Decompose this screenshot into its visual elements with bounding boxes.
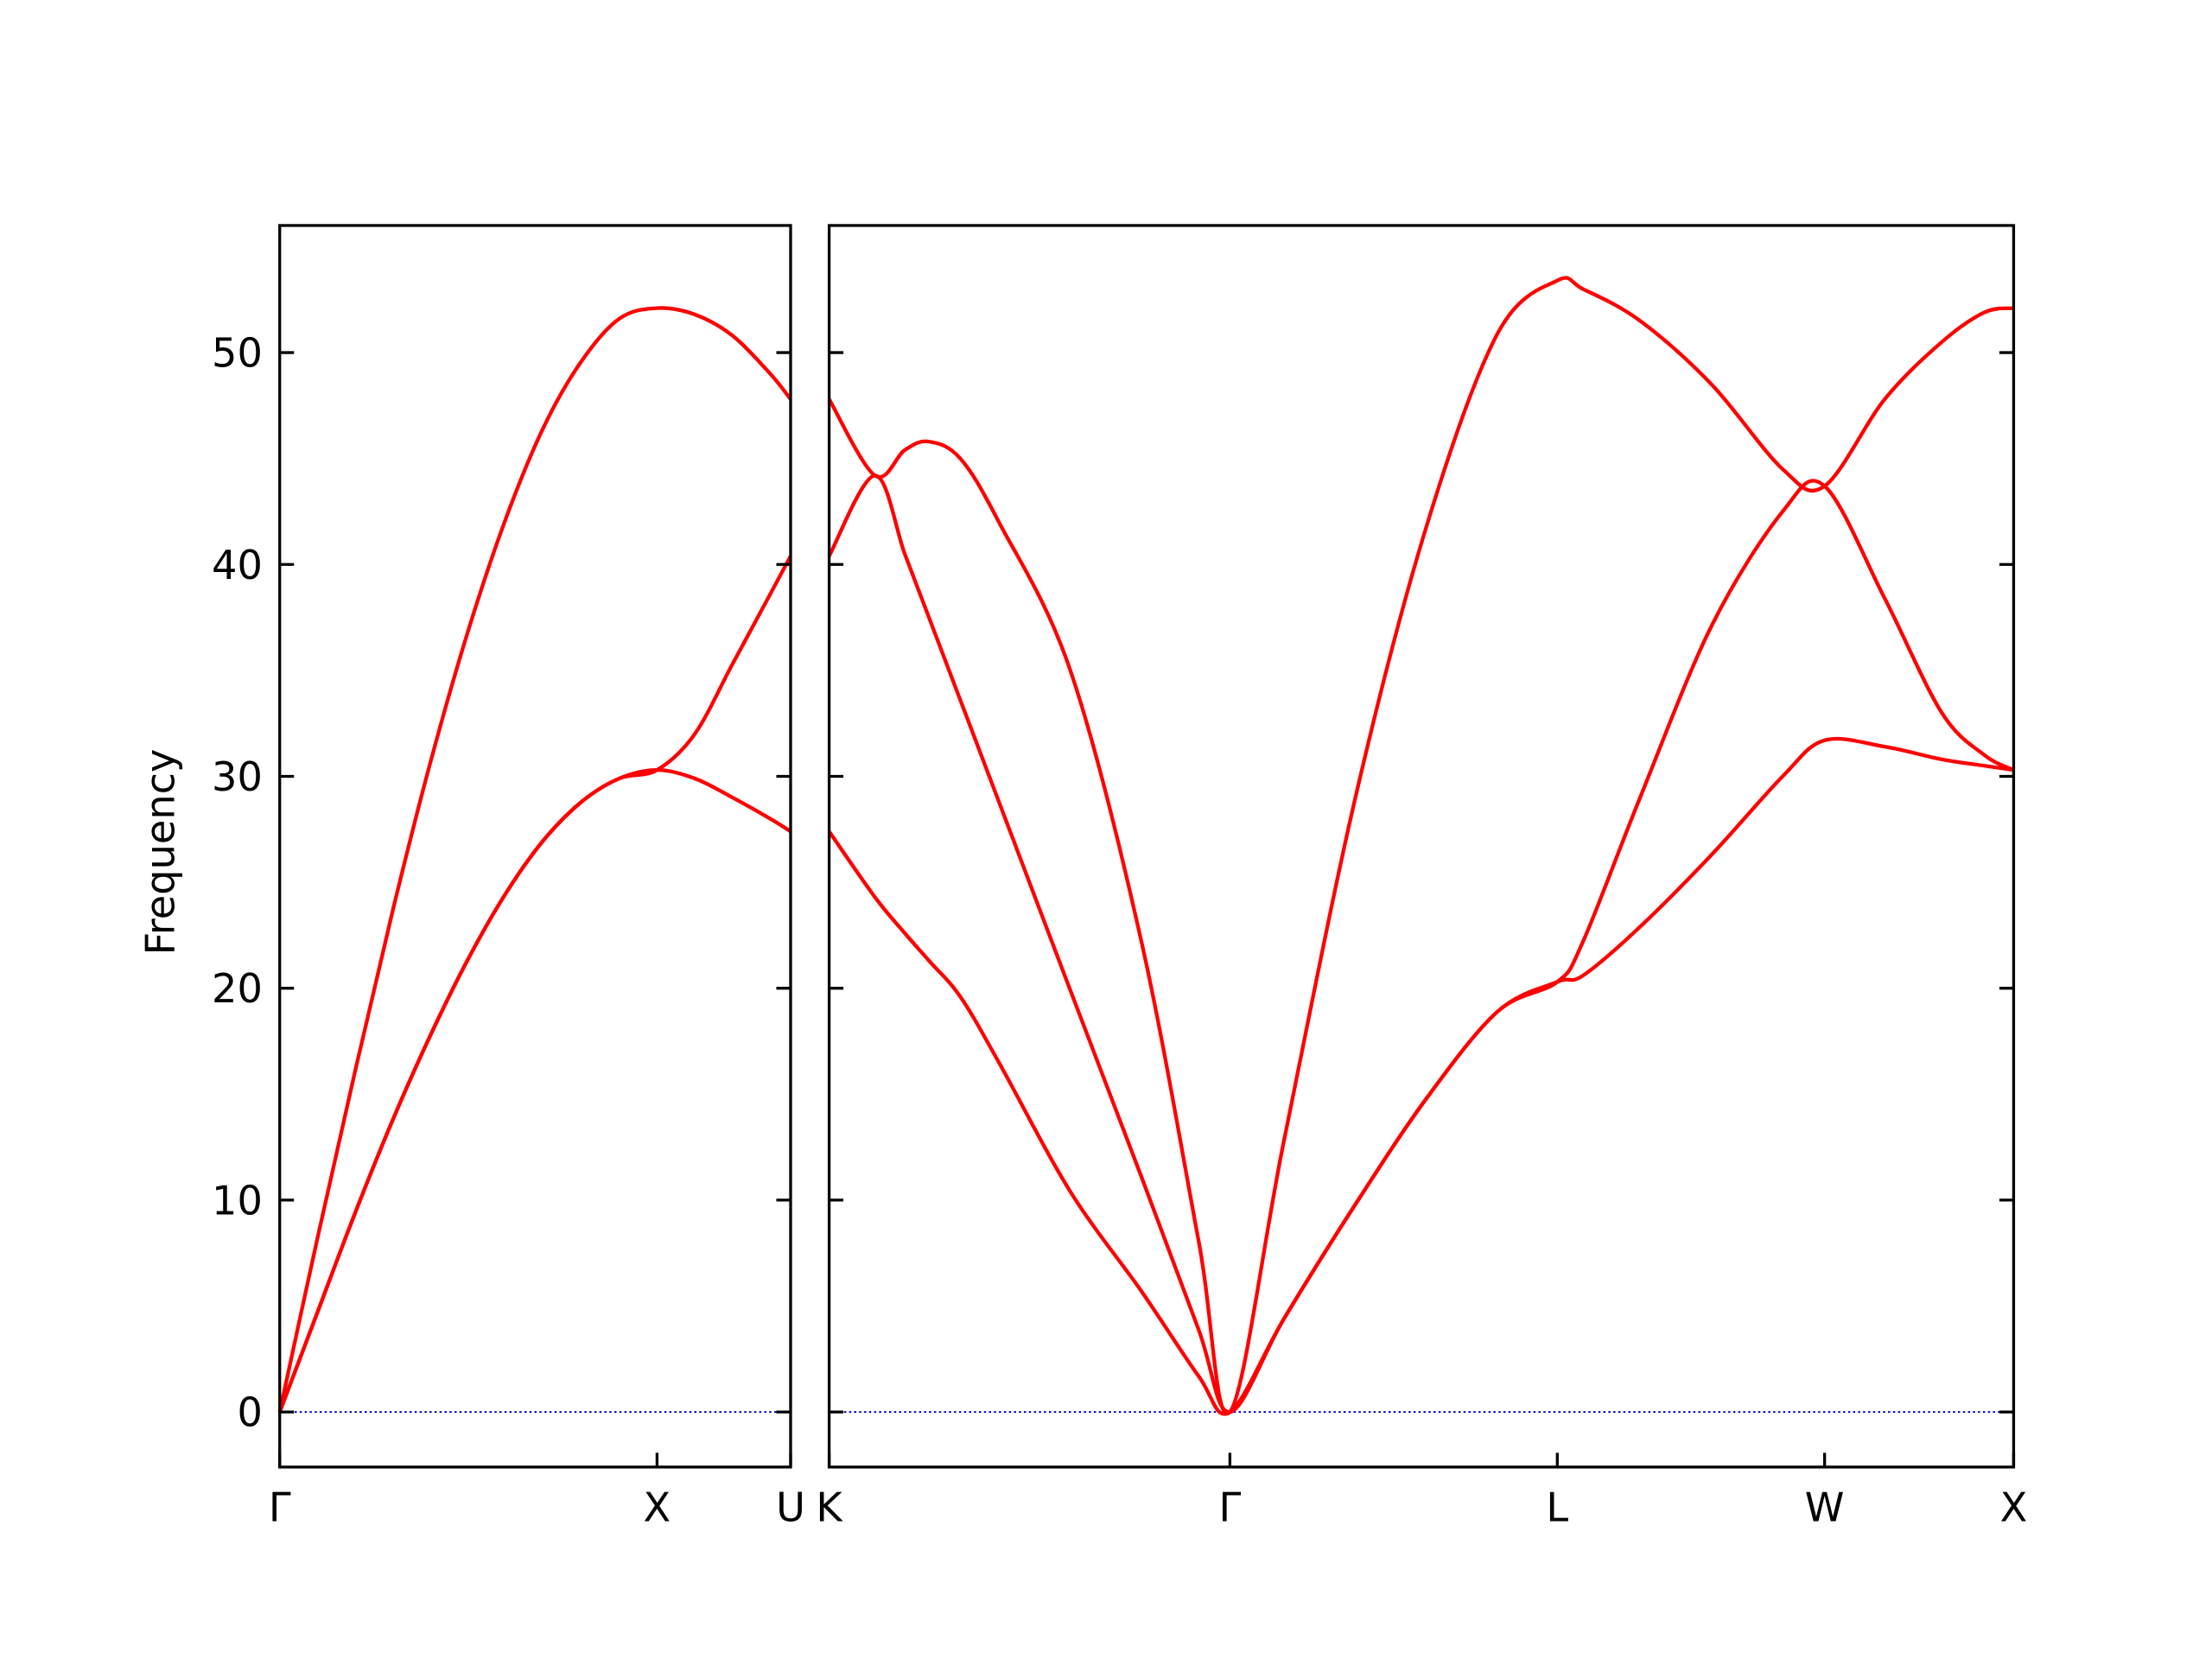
band-line <box>827 276 2014 1416</box>
band-line <box>827 474 2015 1414</box>
band-line <box>827 736 2014 1416</box>
x-tick-label: K <box>816 1484 843 1531</box>
y-tick-label: 20 <box>212 965 263 1012</box>
plot-frame <box>278 224 792 1469</box>
x-tick-label: W <box>1805 1484 1845 1531</box>
y-tick-label: 50 <box>212 330 263 377</box>
x-tick-label: U <box>776 1484 805 1531</box>
x-tick-label: Γ <box>1219 1484 1242 1531</box>
y-tick-label: 30 <box>212 753 263 800</box>
plot-frame <box>827 224 2016 1469</box>
band-line <box>277 306 792 1413</box>
band-line <box>277 767 792 1413</box>
x-tick-label: X <box>644 1484 671 1531</box>
y-tick-label: 0 <box>237 1389 262 1436</box>
x-tick-label: L <box>1546 1484 1568 1531</box>
band-line <box>277 555 792 1413</box>
y-tick-label: 10 <box>212 1177 263 1224</box>
y-tick-label: 40 <box>212 542 263 588</box>
y-axis-label: Frequency <box>137 749 183 956</box>
x-tick-label: X <box>2000 1484 2028 1531</box>
x-tick-label: Γ <box>269 1484 291 1531</box>
